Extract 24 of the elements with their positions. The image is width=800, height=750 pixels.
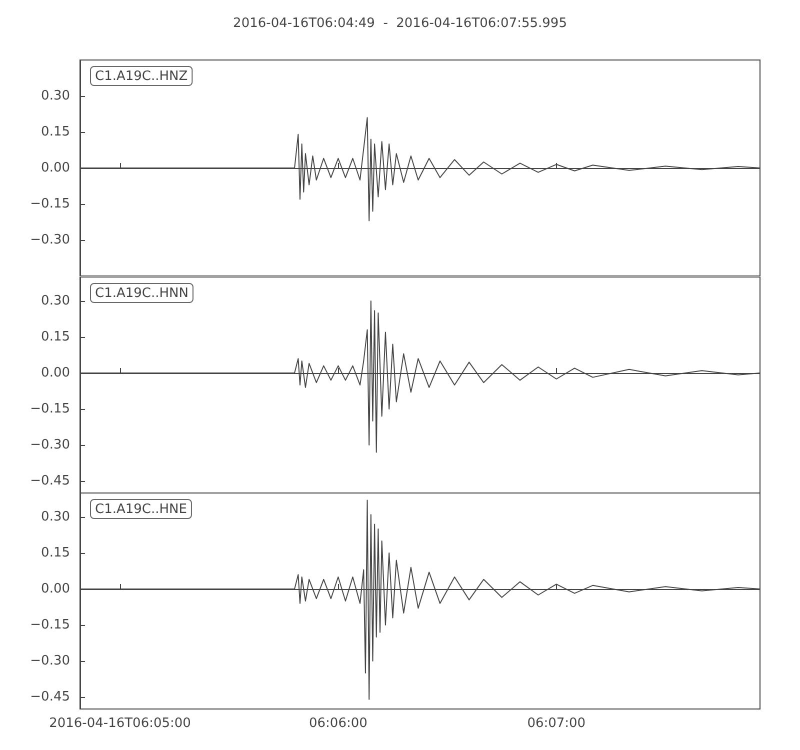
y-tick-label: 0.00 — [41, 366, 70, 380]
y-tick-label: 0.00 — [41, 582, 70, 596]
y-tick-label: −0.45 — [30, 474, 70, 488]
y-tick-label: 0.15 — [41, 330, 70, 344]
y-tick-label: 0.30 — [41, 294, 70, 308]
y-tick-label: −0.30 — [30, 232, 70, 248]
y-tick-label: −0.15 — [30, 196, 70, 212]
y-tick-label: 0.15 — [41, 546, 70, 560]
y-tick-label: 0.30 — [41, 88, 70, 104]
y-tick-label: −0.15 — [30, 402, 70, 416]
chart-title: 2016-04-16T06:04:49 - 2016-04-16T06:07:55.995 — [233, 16, 567, 31]
annotation: C1.A19C..HNZ — [95, 69, 188, 84]
y-tick-label: 0.30 — [41, 510, 70, 524]
y-tick-label: −0.15 — [30, 618, 70, 632]
annotation: C1.A19C..HNN — [95, 286, 188, 301]
x-tick-label: 2016-04-16T06:05:00 — [49, 716, 191, 731]
y-tick-label: 0.15 — [41, 124, 70, 140]
y-tick-label: −0.30 — [30, 438, 70, 452]
x-tick-label: 06:07:00 — [527, 716, 586, 731]
annotation: C1.A19C..HNE — [95, 502, 187, 517]
y-tick-label: 0.00 — [41, 160, 70, 176]
y-tick-label: −0.30 — [30, 654, 70, 668]
x-tick-label: 06:06:00 — [308, 716, 368, 731]
y-tick-label: −0.45 — [30, 690, 70, 704]
